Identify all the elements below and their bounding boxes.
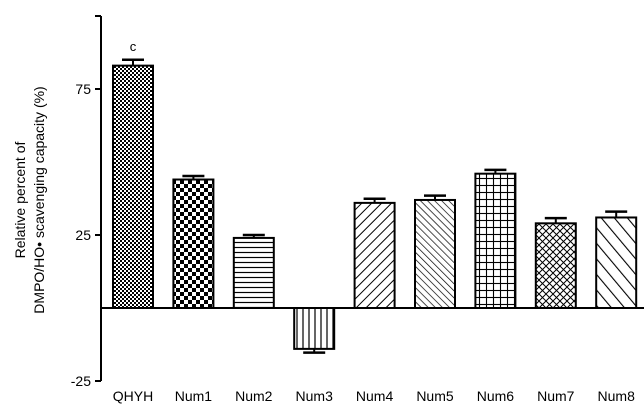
x-tick-label-num6: Num6: [477, 388, 515, 404]
y-ticks: -25 25 75: [71, 16, 101, 389]
y-axis-label-line2: DMPO/HO• scavenging capacity (%): [31, 86, 47, 313]
significance-letter: c: [130, 39, 137, 54]
y-tick-label: 25: [75, 227, 91, 243]
x-tick-label-num3: Num3: [296, 388, 334, 404]
x-tick-label-num2: Num2: [235, 388, 273, 404]
x-tick-label-num8: Num8: [598, 388, 636, 404]
bar-num4: [355, 203, 395, 308]
y-tick-label: 75: [75, 81, 91, 97]
bar-num8: [596, 217, 636, 308]
x-tick-label-qhyh: QHYH: [113, 388, 153, 404]
annotations: c: [130, 39, 137, 54]
bar-num6: [475, 174, 515, 308]
bars: [113, 60, 636, 353]
y-axis-label-line1: Relative percent of: [12, 142, 28, 259]
y-tick-label: -25: [71, 373, 91, 389]
bar-num7: [536, 223, 576, 308]
bar-num3: [294, 308, 334, 349]
x-tick-labels: QHYH Num1 Num2 Num3 Num4 Num5 Num6 Num7 Num8: [113, 388, 635, 404]
x-tick-label-num4: Num4: [356, 388, 394, 404]
bar-num1: [173, 180, 213, 308]
bar-num2: [234, 238, 274, 308]
x-tick-label-num1: Num1: [175, 388, 213, 404]
bar-num5: [415, 200, 455, 308]
x-tick-label-num7: Num7: [537, 388, 575, 404]
x-tick-label-num5: Num5: [416, 388, 454, 404]
bar-qhyh: [113, 66, 153, 308]
y-axis-label: Relative percent of DMPO/HO• scavenging …: [12, 86, 47, 313]
